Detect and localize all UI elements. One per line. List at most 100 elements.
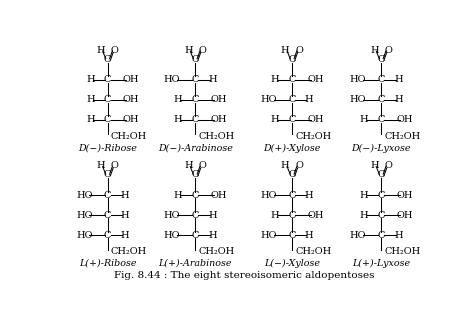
Text: C: C: [104, 170, 111, 179]
Text: OH: OH: [396, 210, 412, 220]
Text: C: C: [288, 55, 295, 64]
Text: C: C: [191, 55, 198, 64]
Text: C: C: [377, 170, 384, 179]
Text: HO: HO: [163, 75, 180, 84]
Text: OH: OH: [307, 210, 323, 220]
Text: O: O: [384, 46, 391, 55]
Text: C: C: [104, 115, 111, 124]
Text: OH: OH: [396, 191, 412, 199]
Text: C: C: [377, 95, 384, 104]
Text: C: C: [377, 191, 384, 199]
Text: OH: OH: [122, 115, 139, 124]
Text: OH: OH: [307, 75, 323, 84]
Text: CH₂OH: CH₂OH: [198, 247, 234, 257]
Text: CH₂OH: CH₂OH: [295, 132, 331, 141]
Text: C: C: [104, 191, 111, 199]
Text: H: H: [208, 210, 216, 220]
Text: C: C: [191, 170, 198, 179]
Text: OH: OH: [396, 115, 412, 124]
Text: H: H: [393, 231, 402, 240]
Text: HO: HO: [260, 95, 277, 104]
Text: H: H: [174, 115, 182, 124]
Text: H: H: [96, 161, 105, 170]
Text: OH: OH: [122, 95, 139, 104]
Text: C: C: [288, 170, 295, 179]
Text: H: H: [86, 95, 95, 104]
Text: CH₂OH: CH₂OH: [110, 247, 147, 257]
Text: D(+)-Xylose: D(+)-Xylose: [263, 143, 320, 153]
Text: L(+)-Ribose: L(+)-Ribose: [79, 259, 136, 268]
Text: O: O: [198, 46, 206, 55]
Text: O: O: [384, 161, 391, 170]
Text: H: H: [280, 161, 289, 170]
Text: L(+)-Lyxose: L(+)-Lyxose: [351, 259, 409, 268]
Text: O: O: [295, 161, 302, 170]
Text: H: H: [393, 75, 402, 84]
Text: H: H: [304, 95, 313, 104]
Text: HO: HO: [76, 231, 92, 240]
Text: C: C: [191, 231, 198, 240]
Text: C: C: [377, 115, 384, 124]
Text: O: O: [198, 161, 206, 170]
Text: H: H: [86, 75, 95, 84]
Text: HO: HO: [163, 231, 180, 240]
Text: O: O: [110, 46, 119, 55]
Text: C: C: [104, 75, 111, 84]
Text: CH₂OH: CH₂OH: [384, 132, 420, 141]
Text: OH: OH: [210, 95, 226, 104]
Text: H: H: [120, 231, 129, 240]
Text: HO: HO: [76, 210, 92, 220]
Text: H: H: [174, 95, 182, 104]
Text: H: H: [86, 115, 95, 124]
Text: HO: HO: [260, 231, 277, 240]
Text: C: C: [377, 231, 384, 240]
Text: CH₂OH: CH₂OH: [198, 132, 234, 141]
Text: C: C: [104, 95, 111, 104]
Text: O: O: [110, 161, 119, 170]
Text: O: O: [295, 46, 302, 55]
Text: H: H: [369, 46, 378, 55]
Text: HO: HO: [76, 191, 92, 199]
Text: OH: OH: [307, 115, 323, 124]
Text: H: H: [280, 46, 289, 55]
Text: C: C: [104, 231, 111, 240]
Text: OH: OH: [122, 75, 139, 84]
Text: C: C: [288, 115, 295, 124]
Text: H: H: [359, 191, 368, 199]
Text: C: C: [191, 191, 198, 199]
Text: C: C: [377, 75, 384, 84]
Text: H: H: [96, 46, 105, 55]
Text: H: H: [369, 161, 378, 170]
Text: H: H: [359, 210, 368, 220]
Text: CH₂OH: CH₂OH: [295, 247, 331, 257]
Text: H: H: [208, 231, 216, 240]
Text: C: C: [191, 95, 198, 104]
Text: D(−)-Lyxose: D(−)-Lyxose: [351, 143, 410, 153]
Text: HO: HO: [163, 210, 180, 220]
Text: L(−)-Xylose: L(−)-Xylose: [264, 259, 319, 268]
Text: OH: OH: [210, 115, 226, 124]
Text: C: C: [288, 231, 295, 240]
Text: C: C: [191, 115, 198, 124]
Text: C: C: [377, 55, 384, 64]
Text: C: C: [191, 75, 198, 84]
Text: OH: OH: [210, 191, 226, 199]
Text: C: C: [288, 75, 295, 84]
Text: H: H: [304, 191, 313, 199]
Text: H: H: [270, 75, 279, 84]
Text: C: C: [288, 95, 295, 104]
Text: C: C: [377, 210, 384, 220]
Text: H: H: [208, 75, 216, 84]
Text: C: C: [288, 191, 295, 199]
Text: HO: HO: [260, 191, 277, 199]
Text: H: H: [304, 231, 313, 240]
Text: HO: HO: [349, 95, 366, 104]
Text: C: C: [104, 210, 111, 220]
Text: H: H: [270, 210, 279, 220]
Text: H: H: [393, 95, 402, 104]
Text: H: H: [184, 46, 192, 55]
Text: H: H: [120, 210, 129, 220]
Text: Fig. 8.44 : The eight stereoisomeric aldopentoses: Fig. 8.44 : The eight stereoisomeric ald…: [114, 270, 374, 280]
Text: H: H: [120, 191, 129, 199]
Text: C: C: [288, 210, 295, 220]
